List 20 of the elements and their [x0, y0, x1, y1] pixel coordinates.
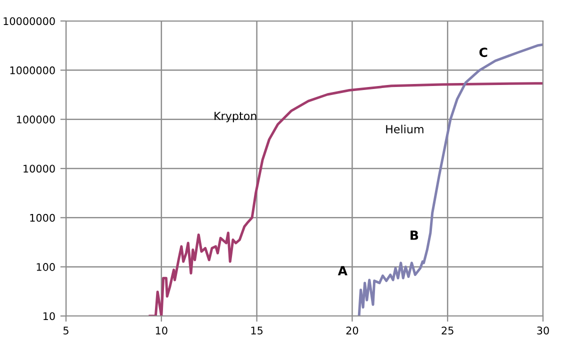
y-tick-label: 100	[36, 263, 55, 271]
x-tick-label: 15	[251, 326, 263, 334]
x-tick-label: 5	[63, 326, 68, 334]
annotation: Krypton	[214, 112, 256, 122]
y-tick-label: 1000000	[10, 66, 55, 74]
annotation: A	[338, 266, 348, 276]
annotation: C	[479, 48, 488, 58]
annotation: Helium	[386, 124, 424, 134]
y-tick-label: 10	[43, 312, 55, 320]
line-series	[358, 43, 543, 316]
y-tick-label: 10000	[24, 164, 55, 173]
y-tick-label: 100000	[16, 116, 55, 124]
line-series	[148, 82, 543, 316]
y-tick-label: 10000000	[4, 17, 55, 26]
x-tick-label: 30	[537, 326, 549, 334]
x-tick-label: 10	[156, 326, 168, 334]
annotation: B	[410, 230, 418, 240]
y-tick-label: 1000	[30, 214, 55, 222]
x-tick-label: 25	[442, 326, 454, 334]
x-tick-label: 20	[346, 326, 358, 334]
